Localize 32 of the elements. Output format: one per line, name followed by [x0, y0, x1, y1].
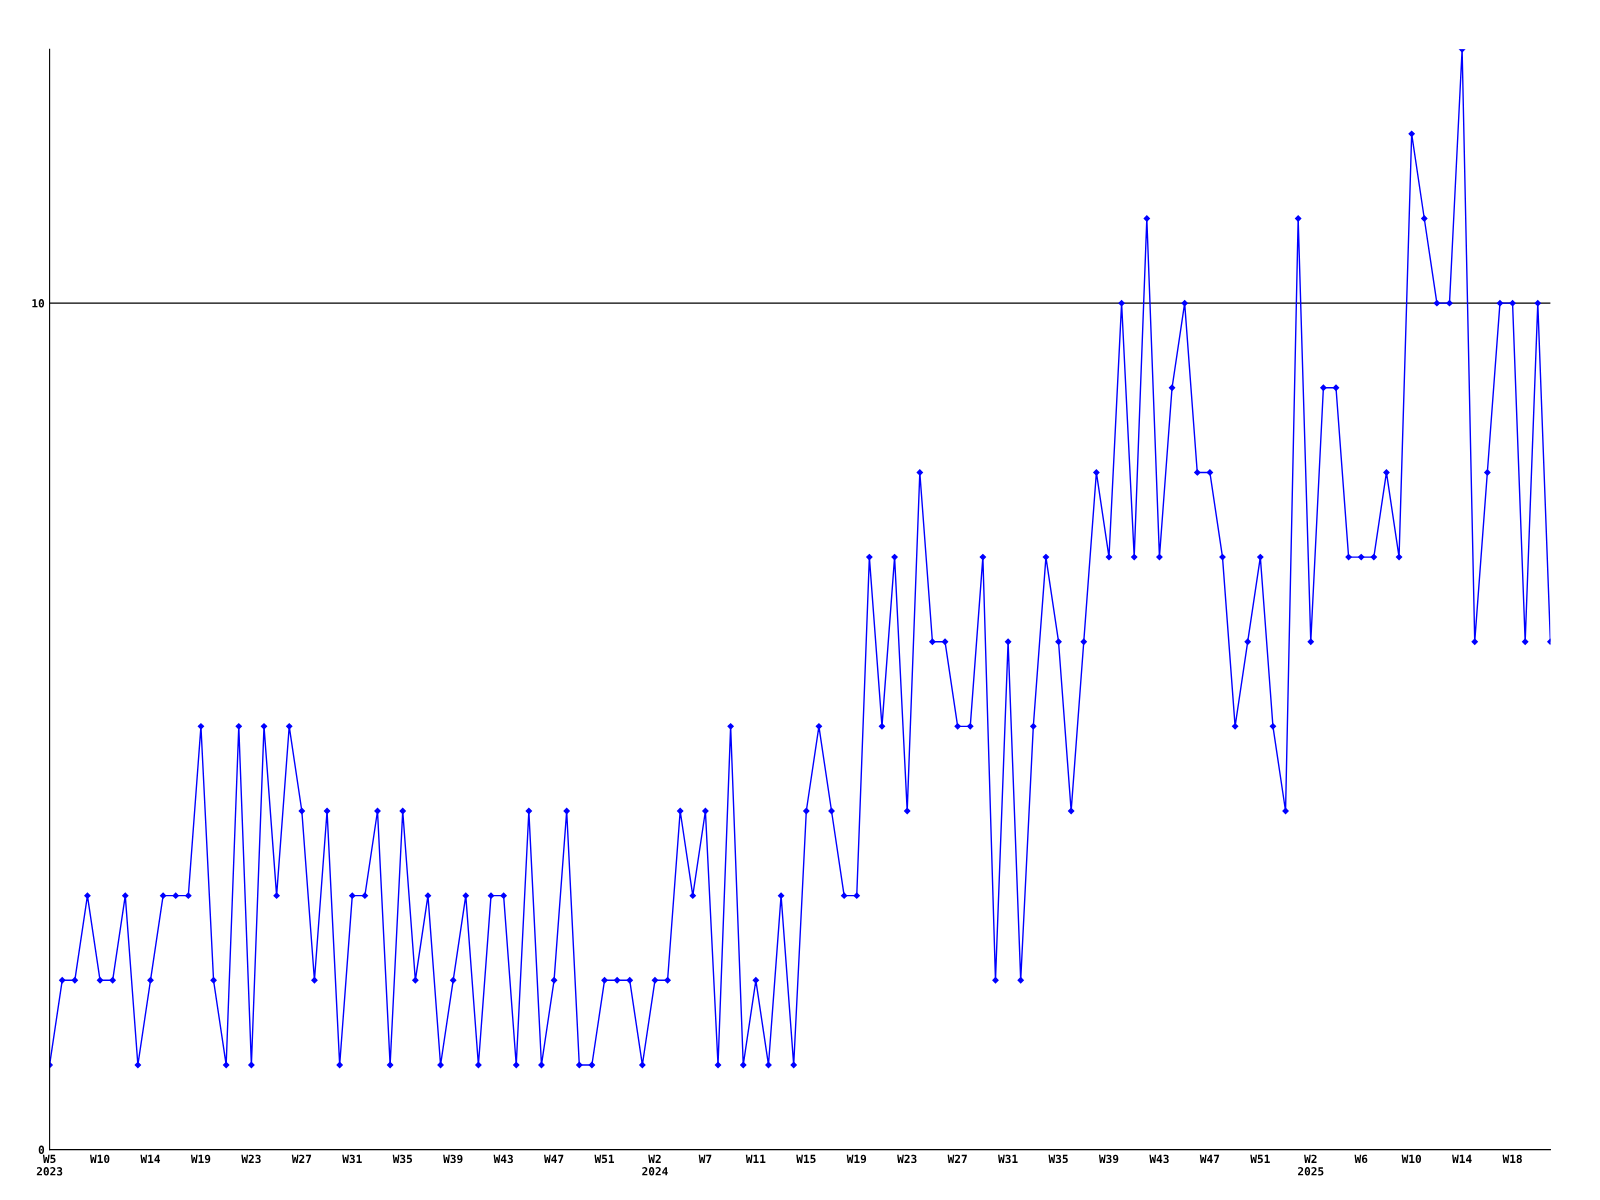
x-tick-label: W35: [392, 1154, 413, 1164]
x-tick-label: W2 2025: [1298, 1154, 1324, 1176]
x-tick-label: W23: [241, 1154, 261, 1164]
y-tick-label: 10: [32, 299, 45, 308]
y-tick-label: 0: [38, 1145, 45, 1154]
x-tick-label: W43: [1149, 1154, 1169, 1164]
x-tick-label: W47: [1199, 1154, 1220, 1163]
x-tick-label: W19: [846, 1154, 867, 1164]
x-tick-label: W39: [1098, 1154, 1119, 1164]
x-tick-label: W5 2023: [36, 1154, 63, 1176]
x-tick-label: W15: [796, 1154, 816, 1164]
x-tick-label: W19: [190, 1154, 211, 1164]
x-tick-label: W11: [745, 1154, 766, 1163]
x-tick-label: W2 2024: [642, 1154, 668, 1176]
x-tick-label: W31: [998, 1154, 1018, 1164]
x-tick-label: W47: [544, 1154, 564, 1163]
x-tick-label: W14: [1452, 1154, 1472, 1163]
x-tick-label: W23: [897, 1154, 917, 1164]
x-tick-label: W35: [1048, 1154, 1068, 1164]
x-tick-label: W51: [1250, 1154, 1270, 1164]
x-tick-label: W10: [90, 1154, 110, 1164]
x-tick-label: W18: [1502, 1154, 1522, 1164]
x-tick-label: W43: [493, 1154, 513, 1164]
x-tick-label: W10: [1401, 1154, 1422, 1164]
x-tick-label: W7: [698, 1154, 712, 1163]
x-tick-label: W27: [947, 1154, 967, 1163]
x-tick-label: W6: [1354, 1154, 1368, 1164]
x-tick-label: W31: [342, 1154, 362, 1164]
x-tick-label: W14: [140, 1154, 161, 1163]
x-tick-label: W51: [594, 1154, 615, 1164]
x-tick-label: W27: [291, 1154, 312, 1163]
x-tick-label: W39: [443, 1154, 463, 1164]
